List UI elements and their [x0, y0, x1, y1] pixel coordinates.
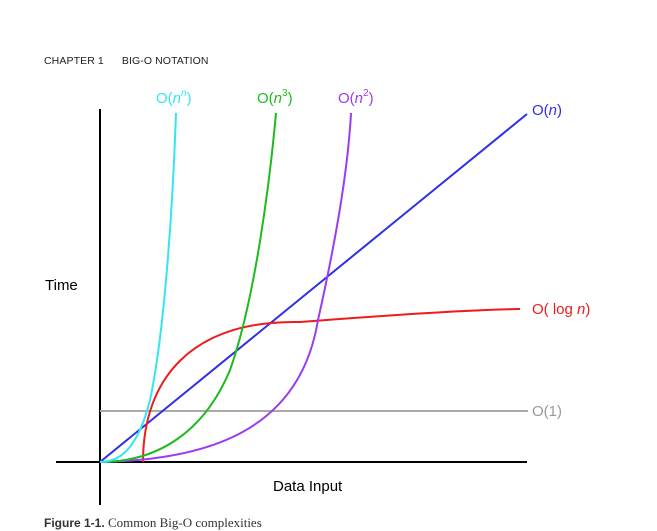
y-axis-label: Time	[45, 277, 78, 294]
figure-number: Figure 1-1.	[44, 516, 105, 530]
label-o-n: O(n)	[532, 102, 562, 119]
curve-o-log-n	[142, 308, 521, 463]
label-o-n-squared: O(n2)	[338, 88, 374, 107]
curve-o-n	[99, 113, 528, 463]
figure-caption: Figure 1-1. Common Big-O complexities	[44, 515, 262, 531]
label-o-log-n: O( log n)	[532, 301, 590, 318]
x-axis-label: Data Input	[273, 478, 343, 495]
curve-o-n-squared	[99, 112, 352, 463]
chapter-title: BIG-O NOTATION	[121, 55, 209, 67]
label-o-n-to-the-n: O(nn)	[156, 88, 192, 107]
chapter-number: CHAPTER 1	[44, 55, 104, 67]
curve-o-n-cubed	[99, 112, 277, 463]
curve-o-n-to-the-n	[99, 112, 177, 463]
running-header: CHAPTER 1 BIG-O NOTATION	[44, 55, 209, 67]
label-o-n-cubed: O(n3)	[257, 88, 293, 107]
label-o-1: O(1)	[532, 403, 562, 420]
figure-caption-text: Common Big-O complexities	[107, 515, 262, 530]
